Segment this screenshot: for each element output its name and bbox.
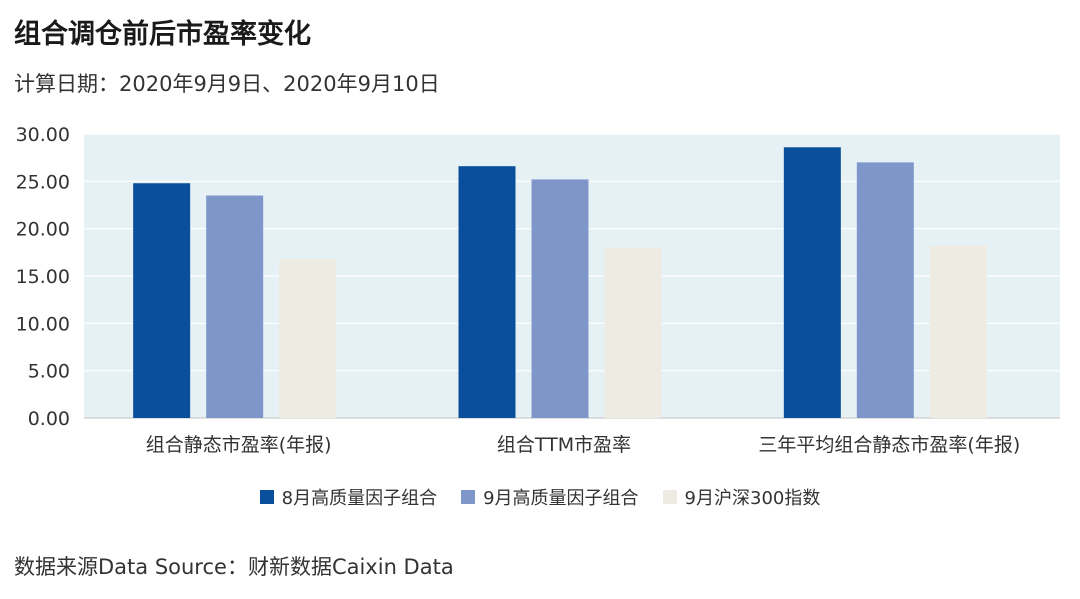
x-category-label: 三年平均组合静态市盈率(年报) [758, 434, 1020, 456]
data-source-note: 数据来源Data Source：财新数据Caixin Data [14, 555, 454, 579]
legend-swatch [259, 490, 274, 504]
chart-subtitle: 计算日期：2020年9月9日、2020年9月10日 [14, 72, 440, 96]
legend-label: 9月高质量因子组合 [483, 488, 639, 509]
y-tick-label: 5.00 [28, 361, 70, 383]
bar [206, 195, 264, 418]
bar [783, 147, 841, 418]
chart-legend: 8月高质量因子组合 9月高质量因子组合 9月沪深300指数 [0, 484, 1080, 510]
y-tick-label: 0.00 [28, 408, 70, 430]
bar [604, 247, 662, 418]
x-category-label: 组合TTM市盈率 [497, 434, 631, 456]
bar [929, 245, 987, 418]
bar [531, 179, 589, 418]
legend-label: 8月高质量因子组合 [281, 488, 438, 509]
x-category-label: 组合静态市盈率(年报) [146, 434, 332, 456]
bar [133, 183, 191, 418]
y-tick-label: 20.00 [16, 219, 70, 241]
legend-item: 9月沪深300指数 [662, 484, 821, 510]
legend-label: 9月沪深300指数 [684, 488, 821, 509]
bar-chart: 30.00 25.00 20.00 15.00 10.00 5.00 0.00 组合静态市盈率… [16, 124, 1060, 456]
y-tick-label: 25.00 [16, 171, 70, 193]
bar [856, 162, 914, 418]
legend-item: 9月高质量因子组合 [461, 484, 639, 510]
chart-title: 组合调仓前后市盈率变化 [14, 19, 311, 50]
legend-swatch [461, 490, 476, 504]
bar [458, 166, 516, 418]
y-tick-label: 30.00 [16, 124, 70, 146]
legend-swatch [662, 490, 677, 504]
y-tick-label: 10.00 [16, 313, 70, 335]
y-tick-label: 15.00 [16, 266, 70, 288]
legend-item: 8月高质量因子组合 [259, 484, 438, 510]
bar [279, 258, 337, 418]
